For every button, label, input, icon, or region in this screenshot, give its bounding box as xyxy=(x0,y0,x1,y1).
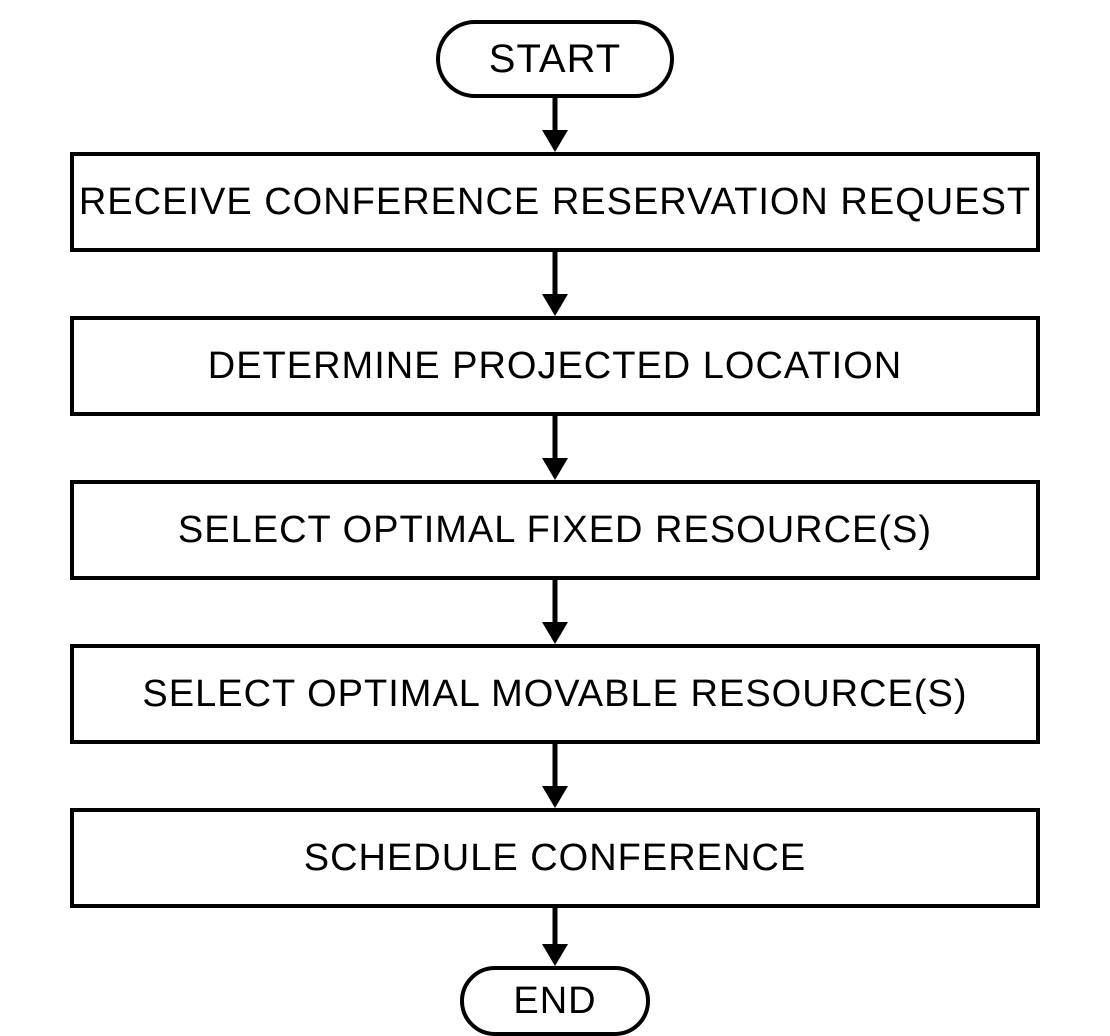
node-step5-label: SCHEDULE CONFERENCE xyxy=(304,837,807,880)
node-end: END xyxy=(460,966,650,1036)
node-step2: DETERMINE PROJECTED LOCATION xyxy=(70,316,1040,416)
node-end-label: END xyxy=(513,980,596,1023)
node-step3: SELECT OPTIMAL FIXED RESOURCE(S) xyxy=(70,480,1040,580)
node-step1: RECEIVE CONFERENCE RESERVATION REQUEST xyxy=(70,152,1040,252)
node-start: START xyxy=(436,20,674,98)
flowchart-canvas: START RECEIVE CONFERENCE RESERVATION REQ… xyxy=(0,0,1110,1031)
node-step4-label: SELECT OPTIMAL MOVABLE RESOURCE(S) xyxy=(142,673,967,716)
node-step5: SCHEDULE CONFERENCE xyxy=(70,808,1040,908)
node-step4: SELECT OPTIMAL MOVABLE RESOURCE(S) xyxy=(70,644,1040,744)
node-start-label: START xyxy=(489,37,621,82)
node-step2-label: DETERMINE PROJECTED LOCATION xyxy=(208,345,902,388)
node-step1-label: RECEIVE CONFERENCE RESERVATION REQUEST xyxy=(79,181,1031,224)
node-step3-label: SELECT OPTIMAL FIXED RESOURCE(S) xyxy=(178,509,932,552)
